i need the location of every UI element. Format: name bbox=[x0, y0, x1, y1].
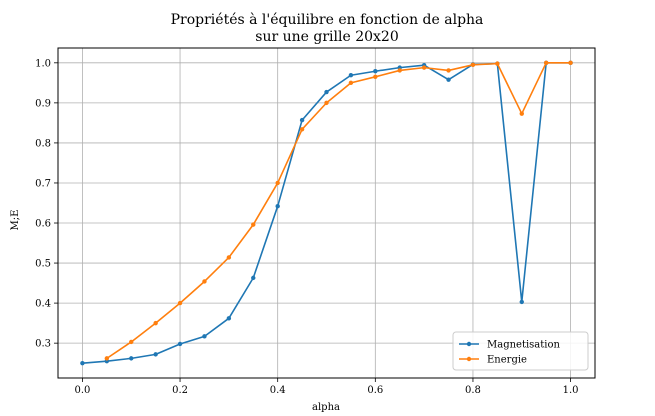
x-tick-label: 0.0 bbox=[74, 385, 90, 396]
data-point-energie bbox=[543, 60, 549, 66]
data-point-energie bbox=[495, 61, 500, 66]
data-point-magnetisation bbox=[177, 341, 183, 347]
x-tick-label: 0.6 bbox=[367, 385, 383, 396]
data-point-energie bbox=[104, 356, 110, 361]
data-point-magnetisation bbox=[129, 356, 134, 361]
chart-title-line-2: sur une grille 20x20 bbox=[255, 29, 398, 45]
y-tick-label: 0.9 bbox=[35, 98, 51, 109]
legend-label-magnetisation: Magnetisation bbox=[487, 340, 561, 351]
series-line-magnetisation bbox=[82, 62, 571, 364]
data-point-magnetisation bbox=[299, 117, 305, 123]
data-point-magnetisation bbox=[324, 89, 329, 95]
data-point-energie bbox=[568, 60, 573, 66]
x-tick-label: 0.8 bbox=[465, 385, 481, 396]
data-point-energie bbox=[251, 222, 256, 227]
data-point-magnetisation bbox=[202, 334, 207, 339]
x-tick-label: 0.2 bbox=[172, 385, 188, 396]
legend-marker-energie bbox=[466, 356, 472, 362]
data-point-magnetisation bbox=[226, 316, 232, 321]
x-tick-label: 0.4 bbox=[270, 385, 286, 396]
legend-box bbox=[452, 331, 589, 371]
ticks: 0.0 0.2 0.4 0.6 0.8 1.0 0.3 0.4 0.5 0.6 0.7 0.8 0.9 1… bbox=[35, 58, 578, 396]
series-group bbox=[80, 60, 573, 366]
data-point-energie bbox=[153, 320, 158, 326]
plot-frame bbox=[57, 47, 596, 379]
data-point-magnetisation bbox=[446, 77, 451, 82]
y-axis-label: M;E bbox=[10, 210, 21, 231]
data-point-energie bbox=[446, 68, 451, 73]
data-point-energie bbox=[299, 127, 305, 132]
y-tick-label: 0.3 bbox=[35, 339, 51, 350]
data-point-magnetisation bbox=[348, 73, 354, 78]
data-point-energie bbox=[421, 65, 427, 70]
data-point-magnetisation bbox=[519, 299, 524, 305]
data-point-energie bbox=[129, 339, 134, 345]
data-point-energie bbox=[470, 62, 476, 68]
data-point-energie bbox=[202, 279, 207, 284]
y-tick-label: 0.8 bbox=[35, 138, 51, 149]
y-tick-label: 0.7 bbox=[35, 178, 51, 189]
y-tick-label: 0.6 bbox=[35, 219, 51, 230]
data-point-energie bbox=[519, 111, 524, 116]
data-point-energie bbox=[397, 68, 402, 73]
data-point-magnetisation bbox=[80, 360, 85, 366]
data-point-energie bbox=[226, 255, 232, 260]
data-point-energie bbox=[348, 80, 354, 86]
y-tick-label: 1.0 bbox=[35, 58, 51, 69]
data-point-energie bbox=[373, 74, 378, 80]
legend: Magnetisation Energie bbox=[452, 331, 589, 371]
data-point-energie bbox=[275, 180, 280, 186]
data-point-magnetisation bbox=[275, 203, 280, 209]
data-point-magnetisation bbox=[373, 69, 378, 74]
data-point-energie bbox=[324, 100, 329, 106]
chart-title-line-1: Propriétés à l'équilibre en fonction de … bbox=[171, 11, 484, 28]
data-point-energie bbox=[177, 300, 183, 306]
series-line-energie bbox=[106, 62, 571, 360]
y-tick-label: 0.4 bbox=[35, 299, 51, 310]
data-point-magnetisation bbox=[251, 275, 256, 281]
y-tick-label: 0.5 bbox=[35, 259, 51, 270]
data-point-magnetisation bbox=[153, 352, 158, 357]
legend-marker-magnetisation bbox=[466, 341, 472, 347]
x-axis-label: alpha bbox=[312, 402, 340, 413]
x-tick-label: 1.0 bbox=[563, 385, 579, 396]
legend-label-energie: Energie bbox=[487, 355, 527, 366]
